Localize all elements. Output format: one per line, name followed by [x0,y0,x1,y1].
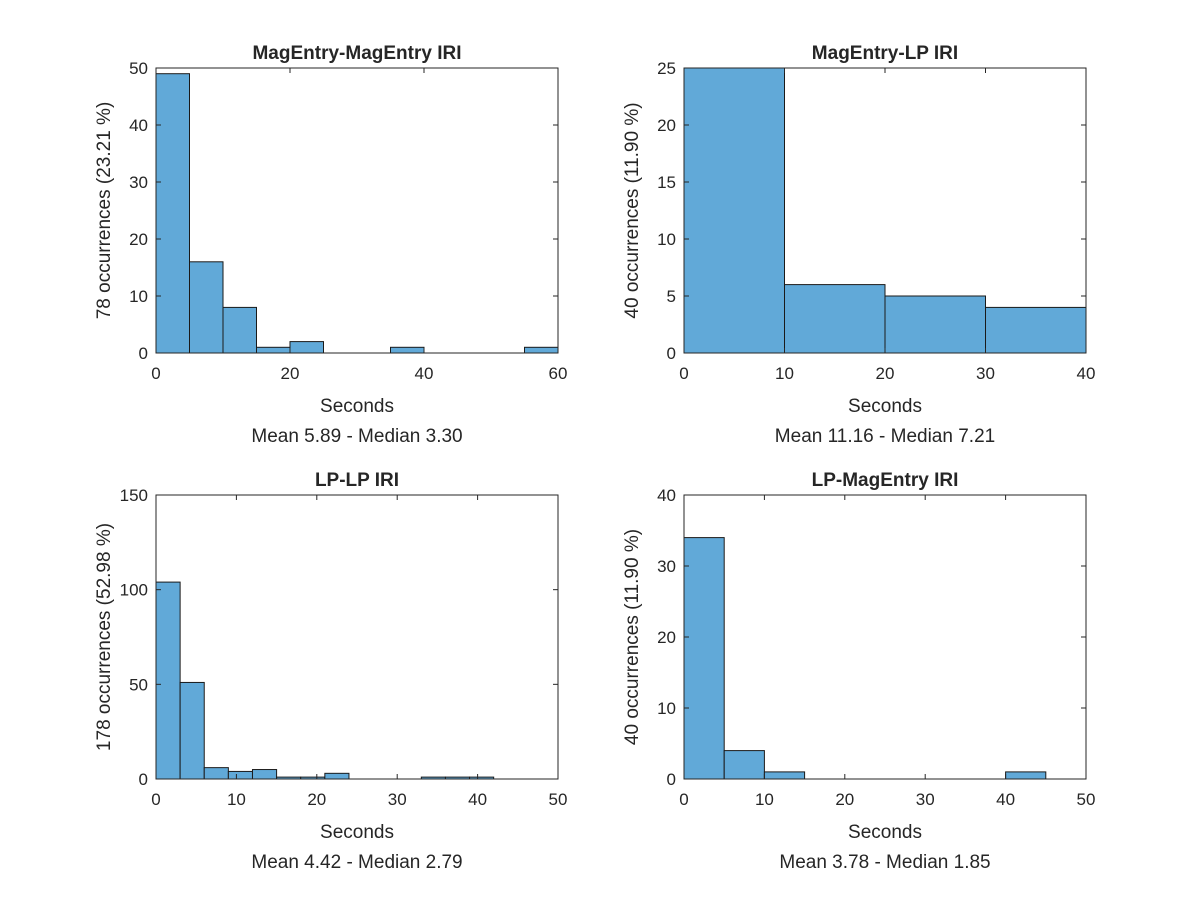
y-tick-label: 0 [139,344,148,363]
panel-3: 0 10 20 30 40 50 0 50 100 150 LP-LP IRI Seconds Mean… [94,470,567,873]
histogram-bar [985,306,1087,354]
x-axis-label: Seconds [320,396,394,417]
x-tick-label: 40 [996,790,1015,809]
x-tick-label: 0 [151,790,160,809]
x-tick-label: 20 [307,790,326,809]
x-tick-label: 20 [876,364,895,383]
histogram-bar [289,341,324,354]
plot-area [156,495,558,779]
panel-title: MagEntry-LP IRI [812,43,958,64]
panel-4: 0 10 20 30 40 50 0 10 20 30 40 LP-MagEntry IRI Secon… [622,470,1095,873]
y-tick-label: 50 [129,59,148,78]
histogram-bar [1005,771,1047,780]
plot-area [684,495,1086,779]
y-tick-label: 25 [657,59,676,78]
histogram-bar [784,284,886,354]
x-tick-label: 20 [281,364,300,383]
x-tick-label: 0 [679,790,688,809]
histogram-bar [155,73,190,354]
y-tick-label: 20 [129,230,148,249]
histogram-bar [324,772,350,780]
y-tick-label: 10 [657,699,676,718]
x-tick-label: 40 [415,364,434,383]
x-tick-label: 50 [549,790,568,809]
y-tick-label: 150 [120,486,148,505]
x-axis-label: Seconds [320,822,394,843]
histogram-bar [227,770,253,780]
x-tick-label: 10 [227,790,246,809]
histogram-bar [723,750,765,780]
y-axis-label: 78 occurrences (23.21 %) [94,102,115,320]
panel-1: 0 20 40 60 0 10 20 30 40 50 MagEntry-MagEntry IRI S… [94,43,567,447]
stats-subtitle: Mean 5.89 - Median 3.30 [251,426,462,447]
histogram-bar [390,346,425,354]
y-tick-label: 0 [667,770,676,789]
x-tick-label: 0 [679,364,688,383]
y-tick-label: 0 [139,770,148,789]
y-tick-label: 40 [657,486,676,505]
x-tick-label: 30 [916,790,935,809]
histogram-bar [884,295,986,354]
histogram-bar [683,537,725,780]
y-axis-label: 40 occurrences (11.90 %) [622,529,643,745]
y-tick-label: 20 [657,116,676,135]
y-tick-label: 100 [120,581,148,600]
y-tick-label: 30 [129,173,148,192]
y-tick-label: 10 [657,230,676,249]
x-tick-label: 60 [549,364,568,383]
histogram-bar [256,346,291,354]
histogram-bar [222,306,257,354]
x-tick-label: 30 [976,364,995,383]
panel-title: LP-LP IRI [315,470,399,491]
x-tick-label: 10 [775,364,794,383]
x-tick-label: 50 [1077,790,1096,809]
histogram-bar [179,681,205,780]
panel-2: 0 10 20 30 40 0 5 10 15 20 25 MagEntry-LP IRI Second… [622,43,1095,447]
stats-subtitle: Mean 4.42 - Median 2.79 [251,852,462,873]
histogram-bar [155,581,181,780]
x-tick-label: 40 [468,790,487,809]
stats-subtitle: Mean 3.78 - Median 1.85 [779,852,990,873]
x-tick-label: 20 [835,790,854,809]
y-tick-label: 0 [667,344,676,363]
y-tick-label: 50 [129,675,148,694]
panel-title: LP-MagEntry IRI [812,470,959,491]
x-tick-label: 40 [1077,364,1096,383]
histogram-bar [763,771,806,780]
panel-title: MagEntry-MagEntry IRI [252,43,461,64]
x-tick-label: 0 [151,364,160,383]
axes-box [155,494,559,780]
y-tick-label: 15 [657,173,676,192]
x-axis-label: Seconds [848,396,922,417]
x-tick-label: 10 [755,790,774,809]
y-tick-label: 10 [129,287,148,306]
histogram-bar [683,67,785,354]
y-tick-label: 20 [657,628,676,647]
axes-box [155,67,559,354]
x-tick-label: 30 [388,790,407,809]
histogram-bar [251,769,278,780]
y-tick-label: 5 [667,287,676,306]
y-axis-label: 40 occurrences (11.90 %) [622,102,643,318]
y-tick-label: 30 [657,557,676,576]
y-tick-label: 40 [129,116,148,135]
x-axis-label: Seconds [848,822,922,843]
histogram-bar [524,346,559,354]
histogram-bar [189,261,224,354]
histogram-bar [203,767,229,780]
y-axis-label: 178 occurrences (52.98 %) [94,523,115,751]
stats-subtitle: Mean 11.16 - Median 7.21 [775,426,995,447]
